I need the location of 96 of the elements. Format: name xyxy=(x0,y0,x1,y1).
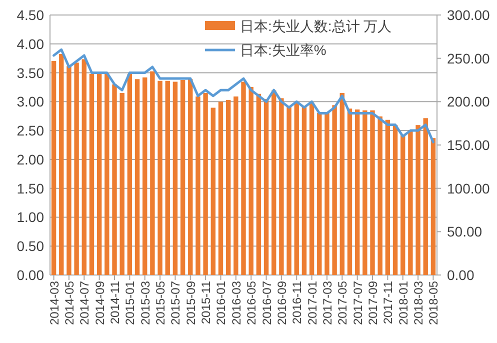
x-tick-label: 2017-01 xyxy=(305,280,320,326)
x-tick-label: 2015-07 xyxy=(168,280,183,326)
y-tick-label: 2.50 xyxy=(16,122,44,139)
x-tick-label: 2016-03 xyxy=(229,280,244,326)
bar xyxy=(241,82,246,275)
bar xyxy=(66,66,72,275)
y2-tick-label: 100.00 xyxy=(447,180,490,196)
bar xyxy=(286,106,292,275)
legend-label: 日本:失业人数:总计 万人 xyxy=(240,18,392,34)
x-tick-label: 2015-03 xyxy=(138,280,152,326)
bar xyxy=(142,77,148,275)
bar xyxy=(165,80,170,275)
x-tick-label: 2017-09 xyxy=(366,280,380,326)
x-tick-label: 2015-05 xyxy=(154,280,168,326)
bar xyxy=(82,59,86,275)
bar xyxy=(332,105,337,275)
bar xyxy=(256,94,262,275)
bar xyxy=(302,106,307,275)
y2-tick-label: 50.00 xyxy=(447,224,482,240)
bar xyxy=(408,130,413,275)
x-tick-label: 2014-03 xyxy=(47,280,62,326)
legend-label: 日本:失业率% xyxy=(240,42,326,58)
y2-tick-label: 250.00 xyxy=(447,50,490,66)
bar xyxy=(112,84,117,275)
bar xyxy=(294,102,299,275)
x-tick-label: 2015-11 xyxy=(199,280,214,324)
y-tick-label: 1.00 xyxy=(16,209,44,226)
bar xyxy=(180,80,186,275)
bar xyxy=(150,71,155,275)
bar xyxy=(158,80,162,275)
bar xyxy=(392,125,398,275)
bar xyxy=(430,138,436,275)
x-tick-label: 2016-09 xyxy=(274,280,289,326)
bar xyxy=(203,93,208,275)
x-tick-label: 2014-09 xyxy=(92,280,107,326)
y2-tick-label: 0.00 xyxy=(447,267,474,283)
bar xyxy=(347,108,352,275)
bar xyxy=(210,108,216,275)
bar xyxy=(272,90,276,275)
x-tick-label: 2016-11 xyxy=(290,280,304,324)
y2-tick-label: 300.00 xyxy=(447,7,490,23)
x-tick-label: 2017-03 xyxy=(320,280,334,326)
bar xyxy=(362,110,368,275)
bar xyxy=(218,102,224,275)
x-tick-label: 2018-05 xyxy=(426,280,441,326)
bar xyxy=(234,96,238,275)
bar xyxy=(423,118,428,275)
bar xyxy=(370,110,375,275)
x-tick-label: 2017-05 xyxy=(336,280,350,326)
y-tick-label: 0.50 xyxy=(16,238,44,254)
x-tick-label: 2017-07 xyxy=(350,280,365,326)
bar xyxy=(309,102,314,275)
bar xyxy=(354,109,360,275)
bar xyxy=(385,120,390,275)
y-tick-label: 3.00 xyxy=(16,94,44,110)
bar xyxy=(340,93,344,275)
bar xyxy=(264,99,269,275)
x-tick-label: 2016-01 xyxy=(214,280,228,326)
bar xyxy=(127,74,132,275)
x-tick-label: 2018-01 xyxy=(396,280,410,326)
x-tick-label: 2015-09 xyxy=(184,280,198,326)
x-tick-label: 2017-11 xyxy=(381,280,396,324)
bar xyxy=(59,54,64,275)
x-tick-label: 2014-11 xyxy=(108,280,122,324)
x-tick-label: 2018-03 xyxy=(412,280,426,326)
bar xyxy=(226,100,231,275)
bar xyxy=(172,82,178,275)
bar xyxy=(188,79,193,275)
bar xyxy=(51,60,56,275)
bar xyxy=(378,116,382,275)
bar xyxy=(74,62,79,275)
bar xyxy=(416,125,420,275)
x-tick-label: 2014-05 xyxy=(62,280,76,326)
y-tick-label: 3.50 xyxy=(16,64,44,81)
bar xyxy=(324,112,330,275)
bar xyxy=(400,134,406,275)
x-tick-label: 2016-05 xyxy=(244,280,259,326)
y-tick-label: 4.00 xyxy=(16,36,44,52)
bar xyxy=(104,73,110,275)
bar xyxy=(279,98,284,275)
y-tick-label: 0.00 xyxy=(16,267,44,283)
bar xyxy=(248,86,254,275)
bar xyxy=(317,112,322,275)
bar xyxy=(89,74,94,275)
x-tick-label: 2014-07 xyxy=(78,280,92,326)
y2-tick-label: 150.00 xyxy=(447,137,490,153)
x-tick-label: 2016-07 xyxy=(260,280,274,326)
y2-tick-label: 200.00 xyxy=(447,94,490,110)
bar xyxy=(134,79,140,275)
y-tick-label: 2.00 xyxy=(16,151,44,168)
bar xyxy=(196,96,200,275)
bar xyxy=(120,93,124,275)
bar xyxy=(96,72,102,275)
y-tick-label: 4.50 xyxy=(16,7,44,23)
x-tick-label: 2015-01 xyxy=(123,280,138,326)
y-tick-label: 1.50 xyxy=(16,180,44,196)
